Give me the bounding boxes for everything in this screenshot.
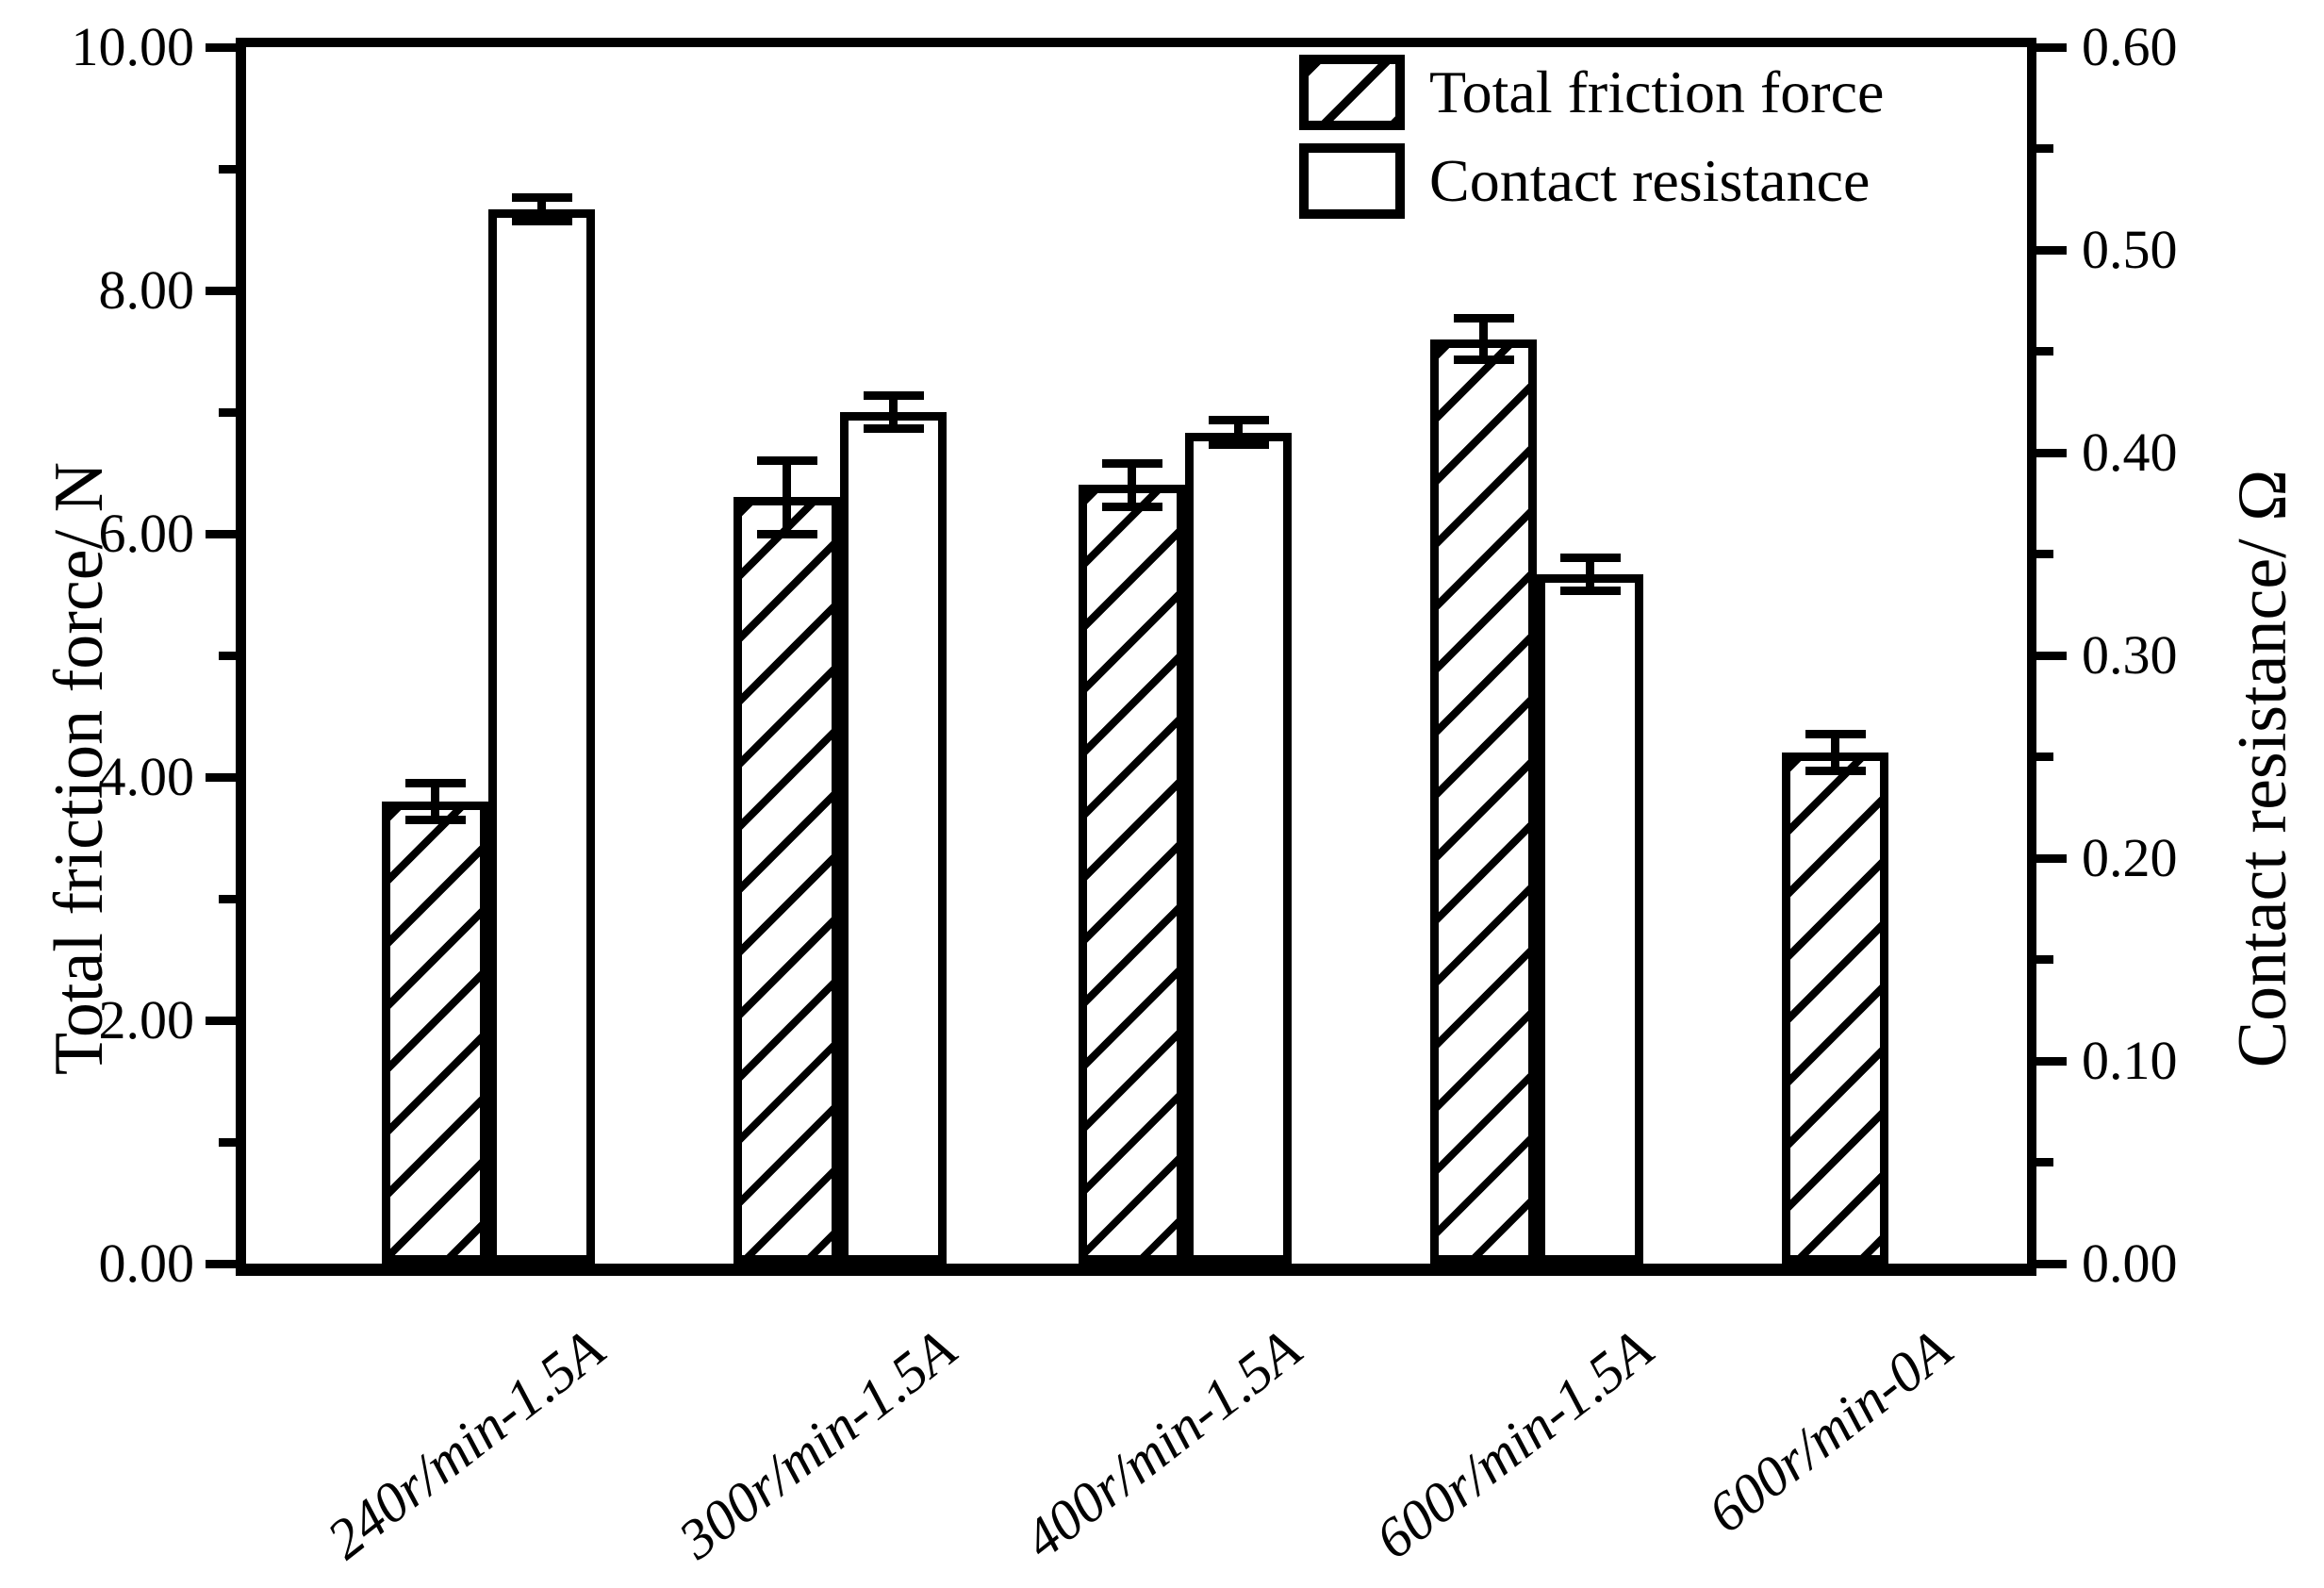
right-axis-tick-label: 0.10 bbox=[2082, 1030, 2178, 1091]
x-category-label-1: 300r/min-1.5A bbox=[668, 1317, 968, 1571]
x-category-label-0: 240r/min-1.5A bbox=[316, 1317, 617, 1571]
bar-contact-resistance-3 bbox=[1537, 574, 1643, 1264]
right-axis-tick-label: 0.20 bbox=[2082, 827, 2178, 888]
error-bar-friction-1-cap-top bbox=[756, 456, 817, 466]
right-axis-minor-tick-7 bbox=[2036, 550, 2053, 558]
x-category-label-2: 400r/min-1.5A bbox=[1013, 1317, 1313, 1571]
error-bar-friction-3-cap-bottom bbox=[1453, 356, 1514, 365]
error-bar-resistance-0-line bbox=[537, 197, 546, 222]
left-axis-major-tick-8 bbox=[206, 286, 236, 295]
legend-item-contact-resistance: Contact resistance bbox=[1299, 143, 1884, 219]
error-bar-resistance-3-line bbox=[1586, 557, 1594, 591]
left-axis-major-tick-10 bbox=[206, 42, 236, 52]
bar-total-friction-force-2 bbox=[1079, 485, 1185, 1264]
left-axis-tick-label: 8.00 bbox=[98, 259, 195, 321]
right-axis-minor-tick-1 bbox=[2036, 1158, 2053, 1166]
bar-contact-resistance-1 bbox=[840, 412, 947, 1264]
left-axis-minor-tick-5 bbox=[219, 651, 236, 660]
bar-contact-resistance-2 bbox=[1185, 432, 1292, 1264]
right-axis-minor-tick-3 bbox=[2036, 955, 2053, 964]
left-axis-minor-tick-9 bbox=[219, 164, 236, 174]
right-axis-tick-label: 0.00 bbox=[2082, 1232, 2178, 1294]
legend-item-total-friction-force: Total friction force bbox=[1299, 55, 1884, 130]
error-bar-resistance-1-cap-top bbox=[863, 391, 924, 401]
right-axis-major-tick-2 bbox=[2036, 1056, 2067, 1066]
right-axis-major-tick-12 bbox=[2036, 42, 2067, 52]
bar-contact-resistance-0 bbox=[488, 209, 595, 1264]
error-bar-friction-2-cap-top bbox=[1101, 458, 1162, 468]
error-bar-friction-4-line bbox=[1831, 734, 1839, 771]
error-bar-resistance-2-cap-top bbox=[1208, 416, 1269, 425]
left-axis-tick-label: 10.00 bbox=[71, 16, 195, 77]
left-axis-major-tick-6 bbox=[206, 529, 236, 538]
left-axis-minor-tick-3 bbox=[219, 894, 236, 903]
error-bar-friction-3-cap-top bbox=[1453, 314, 1514, 323]
x-category-label-3: 600r/min-1.5A bbox=[1364, 1317, 1665, 1571]
error-bar-resistance-2-cap-bottom bbox=[1208, 439, 1269, 449]
right-axis-tick-label: 0.40 bbox=[2082, 422, 2178, 483]
error-bar-friction-1-line bbox=[783, 460, 791, 534]
bar-total-friction-force-0 bbox=[382, 801, 488, 1264]
right-axis-title: Contact resistance/ Ω bbox=[2224, 469, 2301, 1068]
error-bar-resistance-1-line bbox=[889, 395, 898, 429]
left-axis-tick-label: 2.00 bbox=[98, 989, 195, 1050]
left-axis-tick-label: 4.00 bbox=[98, 746, 195, 807]
error-bar-friction-3-line bbox=[1479, 318, 1488, 360]
right-axis-tick-label: 0.30 bbox=[2082, 624, 2178, 686]
legend-swatch-hatched-icon bbox=[1299, 55, 1405, 130]
right-axis-major-tick-0 bbox=[2036, 1259, 2067, 1268]
right-axis-tick-label: 0.50 bbox=[2082, 219, 2178, 280]
error-bar-friction-2-cap-bottom bbox=[1101, 503, 1162, 512]
error-bar-resistance-0-cap-bottom bbox=[511, 217, 572, 226]
right-axis-major-tick-8 bbox=[2036, 448, 2067, 457]
left-axis-tick-label: 6.00 bbox=[98, 503, 195, 564]
bar-total-friction-force-3 bbox=[1430, 339, 1537, 1264]
right-axis-major-tick-6 bbox=[2036, 651, 2067, 660]
right-axis-minor-tick-11 bbox=[2036, 144, 2053, 153]
left-axis-major-tick-0 bbox=[206, 1259, 236, 1268]
legend: Total friction force Contact resistance bbox=[1299, 55, 1884, 219]
right-axis-minor-tick-5 bbox=[2036, 753, 2053, 761]
left-axis-major-tick-2 bbox=[206, 1016, 236, 1025]
error-bar-friction-4-cap-bottom bbox=[1805, 767, 1866, 776]
legend-label-contact-resistance: Contact resistance bbox=[1429, 147, 1871, 214]
error-bar-resistance-2-line bbox=[1234, 420, 1243, 445]
x-category-label-4: 600r/min-0A bbox=[1696, 1317, 1963, 1546]
right-axis-tick-label: 0.60 bbox=[2082, 16, 2178, 77]
left-axis-minor-tick-7 bbox=[219, 407, 236, 417]
bar-total-friction-force-4 bbox=[1782, 753, 1888, 1264]
error-bar-resistance-3-cap-bottom bbox=[1559, 586, 1621, 595]
error-bar-friction-1-cap-bottom bbox=[756, 529, 817, 538]
error-bar-friction-0-cap-bottom bbox=[404, 815, 466, 824]
bar-total-friction-force-1 bbox=[733, 497, 840, 1264]
error-bar-friction-0-cap-top bbox=[404, 778, 466, 787]
left-axis-major-tick-4 bbox=[206, 772, 236, 782]
error-bar-friction-0-line bbox=[431, 783, 439, 820]
left-axis-tick-label: 0.00 bbox=[98, 1232, 195, 1294]
left-axis-minor-tick-1 bbox=[219, 1137, 236, 1147]
error-bar-friction-2-line bbox=[1128, 463, 1136, 507]
legend-label-total-friction-force: Total friction force bbox=[1429, 58, 1885, 125]
error-bar-friction-4-cap-top bbox=[1805, 730, 1866, 739]
error-bar-resistance-0-cap-top bbox=[511, 192, 572, 202]
right-axis-major-tick-10 bbox=[2036, 245, 2067, 255]
error-bar-resistance-3-cap-top bbox=[1559, 554, 1621, 563]
right-axis-major-tick-4 bbox=[2036, 853, 2067, 863]
legend-swatch-open-icon bbox=[1299, 143, 1405, 219]
right-axis-minor-tick-9 bbox=[2036, 347, 2053, 356]
error-bar-resistance-1-cap-bottom bbox=[863, 423, 924, 433]
